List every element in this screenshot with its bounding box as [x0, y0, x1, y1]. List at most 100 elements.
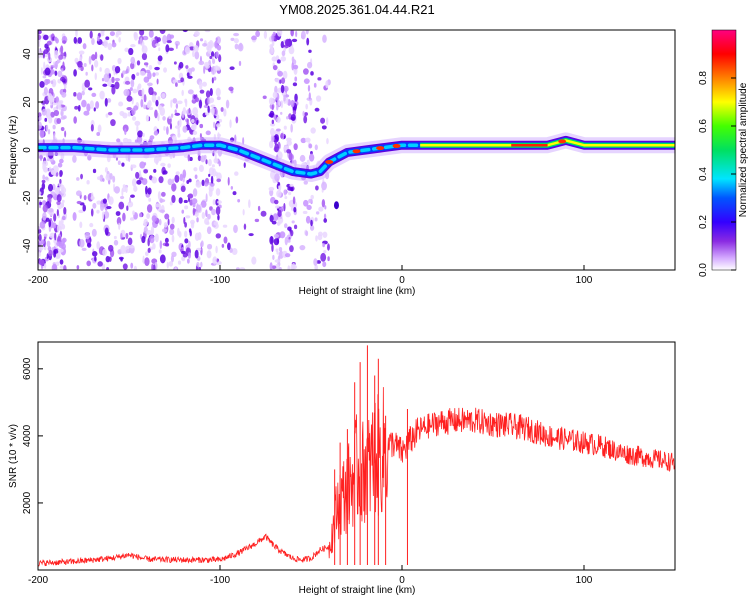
spectrogram-speckle	[288, 191, 292, 196]
spectrogram-speckle	[136, 72, 140, 77]
spectrogram-speckle	[52, 222, 57, 229]
spectrogram-speckle	[39, 154, 43, 162]
spectrogram-speckle	[285, 211, 291, 218]
spectrogram-speckle	[276, 116, 281, 123]
spectrogram-speckle	[214, 109, 217, 115]
spectrogram-speckle	[210, 175, 214, 184]
spectrogram-speckle	[108, 196, 114, 205]
spectrogram-speckle	[81, 247, 87, 252]
spectrogram-speckle	[282, 70, 288, 80]
spectrogram-speckle	[43, 263, 47, 269]
spectrogram-speckle	[163, 125, 166, 131]
spectrogram-speckle	[205, 90, 211, 99]
spectrogram-speckle	[323, 249, 327, 254]
spectrogram-speckle	[38, 259, 45, 266]
spectrogram-speckle	[91, 228, 97, 237]
spectrogram-speckle	[235, 116, 239, 124]
spectrogram-speckle	[142, 35, 149, 41]
spectrogram-speckle	[91, 38, 95, 46]
spectrogram-speckle	[177, 260, 182, 265]
spectrogram-speckle	[124, 47, 129, 53]
spectrogram-speckle	[91, 64, 94, 72]
spectrogram-speckle	[38, 240, 43, 246]
spectrogram-speckle	[269, 262, 273, 270]
spectrogram-speckle	[79, 221, 83, 229]
spectrogram-speckle	[205, 193, 208, 203]
ridge-hotspot	[558, 139, 567, 144]
spectrogram-speckle	[274, 85, 278, 94]
spectrogram-speckle	[157, 112, 160, 122]
spectrogram-speckle	[92, 168, 97, 174]
ridge-core	[38, 138, 675, 176]
spectrogram-speckle	[233, 32, 240, 37]
spectrogram-speckle	[305, 30, 309, 35]
spectrogram-speckle	[133, 31, 139, 41]
spectrogram-speckle	[125, 245, 131, 254]
ridge-hotspot	[352, 149, 361, 154]
spectrogram-speckle	[52, 81, 56, 86]
spectrogram-speckle	[159, 240, 163, 250]
spectrogram-speckle	[86, 260, 92, 267]
spectrogram-speckle	[38, 30, 42, 35]
spectrogram-speckle	[42, 212, 47, 221]
spectrogram-speckle	[188, 228, 192, 233]
spectrogram-speckle	[156, 78, 159, 85]
spectrogram-speckle	[290, 123, 293, 133]
spectrogram-speckle	[309, 225, 315, 231]
spectrogram-speckle	[158, 218, 162, 226]
spectrogram-speckle	[269, 214, 274, 223]
spectrogram-speckle	[103, 73, 110, 83]
spectrogram-speckle	[91, 192, 94, 200]
spectrogram-speckle	[151, 94, 157, 103]
spectrogram-speckle	[191, 119, 195, 123]
spectrogram-speckle	[141, 52, 148, 61]
spectrogram-speckle	[215, 188, 221, 196]
spectrogram-speckle	[175, 82, 178, 87]
spectrogram-speckle	[178, 197, 183, 204]
spectrogram-speckle	[223, 236, 228, 244]
spectrogram-speckle	[273, 233, 280, 239]
spectrogram-speckle	[77, 37, 83, 44]
spectrogram-speckle	[108, 244, 114, 252]
spectrogram-speckle	[42, 174, 46, 181]
spectrogram-speckle	[237, 199, 241, 203]
spectrogram-speckle	[50, 66, 54, 70]
spectrogram-speckle	[231, 248, 238, 256]
spectrogram-speckle	[223, 108, 227, 117]
spectrogram-speckle	[283, 189, 287, 196]
spectrogram-speckle	[216, 259, 219, 263]
spectrogram-speckle	[323, 218, 328, 223]
spectrogram-speckle	[274, 199, 279, 205]
spectrogram-speckle	[291, 159, 297, 164]
spectrogram-speckle	[324, 205, 327, 210]
spectrogram-speckle	[58, 54, 64, 60]
spectrogram-speckle	[308, 198, 313, 204]
spectrogram-speckle	[53, 264, 57, 270]
spectrogram-speckle	[287, 226, 292, 231]
spectrogram-speckle	[93, 107, 96, 112]
spectrogram-speckle	[216, 44, 222, 51]
spectrogram-y-tick-label: -40	[22, 238, 33, 253]
spectrogram-speckle	[159, 198, 163, 204]
spectrogram-speckle	[156, 37, 161, 42]
spectrogram-speckle	[130, 194, 135, 198]
snr-line-group	[38, 345, 675, 567]
spectrogram-speckle	[79, 239, 85, 248]
spectrogram-speckle	[205, 130, 211, 136]
spectrogram-speckle	[72, 212, 77, 221]
spectrogram-speckle	[39, 221, 46, 229]
spectrogram-speckle	[118, 222, 121, 230]
spectrogram-speckle	[122, 70, 126, 75]
spectrogram-speckle	[199, 89, 205, 94]
spectrogram-speckle	[164, 213, 170, 220]
spectrogram-speckle	[171, 216, 175, 224]
spectrogram-speckle	[123, 89, 130, 97]
spectrogram-speckle	[61, 91, 67, 98]
spectrogram-speckle	[207, 213, 211, 220]
spectrogram-speckle	[154, 66, 160, 71]
spectrogram-speckle	[212, 168, 217, 177]
spectrogram-y-tick-label: 40	[22, 48, 33, 60]
spectrogram-speckle	[310, 71, 314, 76]
spectrogram-speckle	[171, 183, 177, 192]
